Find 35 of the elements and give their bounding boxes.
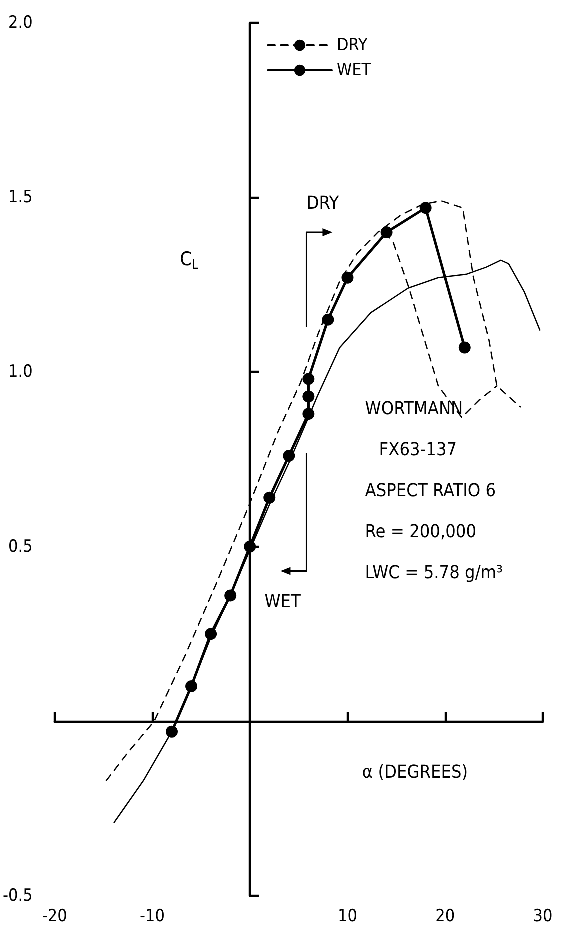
point <box>166 726 178 738</box>
annotation: WORTMANN <box>365 398 464 420</box>
point <box>420 202 432 214</box>
x-tick-label: 10 <box>338 906 358 925</box>
annotation: DRY <box>306 193 340 214</box>
legend-label: WET <box>337 60 372 80</box>
point <box>224 590 237 602</box>
x-tick-label: 20 <box>436 906 456 925</box>
annotation: LWC = 5.78 g/m³ <box>365 562 504 584</box>
point <box>244 540 256 553</box>
point <box>264 492 276 504</box>
point <box>186 680 198 692</box>
point <box>205 628 218 640</box>
annotation: ASPECT RATIO 6 <box>365 480 496 502</box>
point <box>342 272 354 284</box>
x-tick-label: -20 <box>42 906 68 925</box>
point <box>322 314 334 326</box>
point <box>302 390 315 403</box>
annotation: FX63-137 <box>379 440 458 461</box>
x-tick-label: -10 <box>140 906 165 925</box>
point <box>302 373 315 386</box>
point <box>283 450 296 462</box>
y-tick-label: -0.5 <box>2 886 33 906</box>
y-tick-label: 0.5 <box>8 536 33 557</box>
point <box>458 342 471 354</box>
point <box>302 408 315 420</box>
y-tick-label: 1.5 <box>8 188 33 208</box>
x-tick-label: 30 <box>533 906 553 925</box>
annotation: Re = 200,000 <box>365 522 477 543</box>
y-tick-label: 2.0 <box>8 13 33 33</box>
y-tick-label: 1.0 <box>8 362 33 382</box>
point <box>380 226 393 239</box>
x-axis-title: α (DEGREES) <box>362 762 468 783</box>
annotation: WET <box>264 592 301 613</box>
legend-label: DRY <box>337 36 368 56</box>
